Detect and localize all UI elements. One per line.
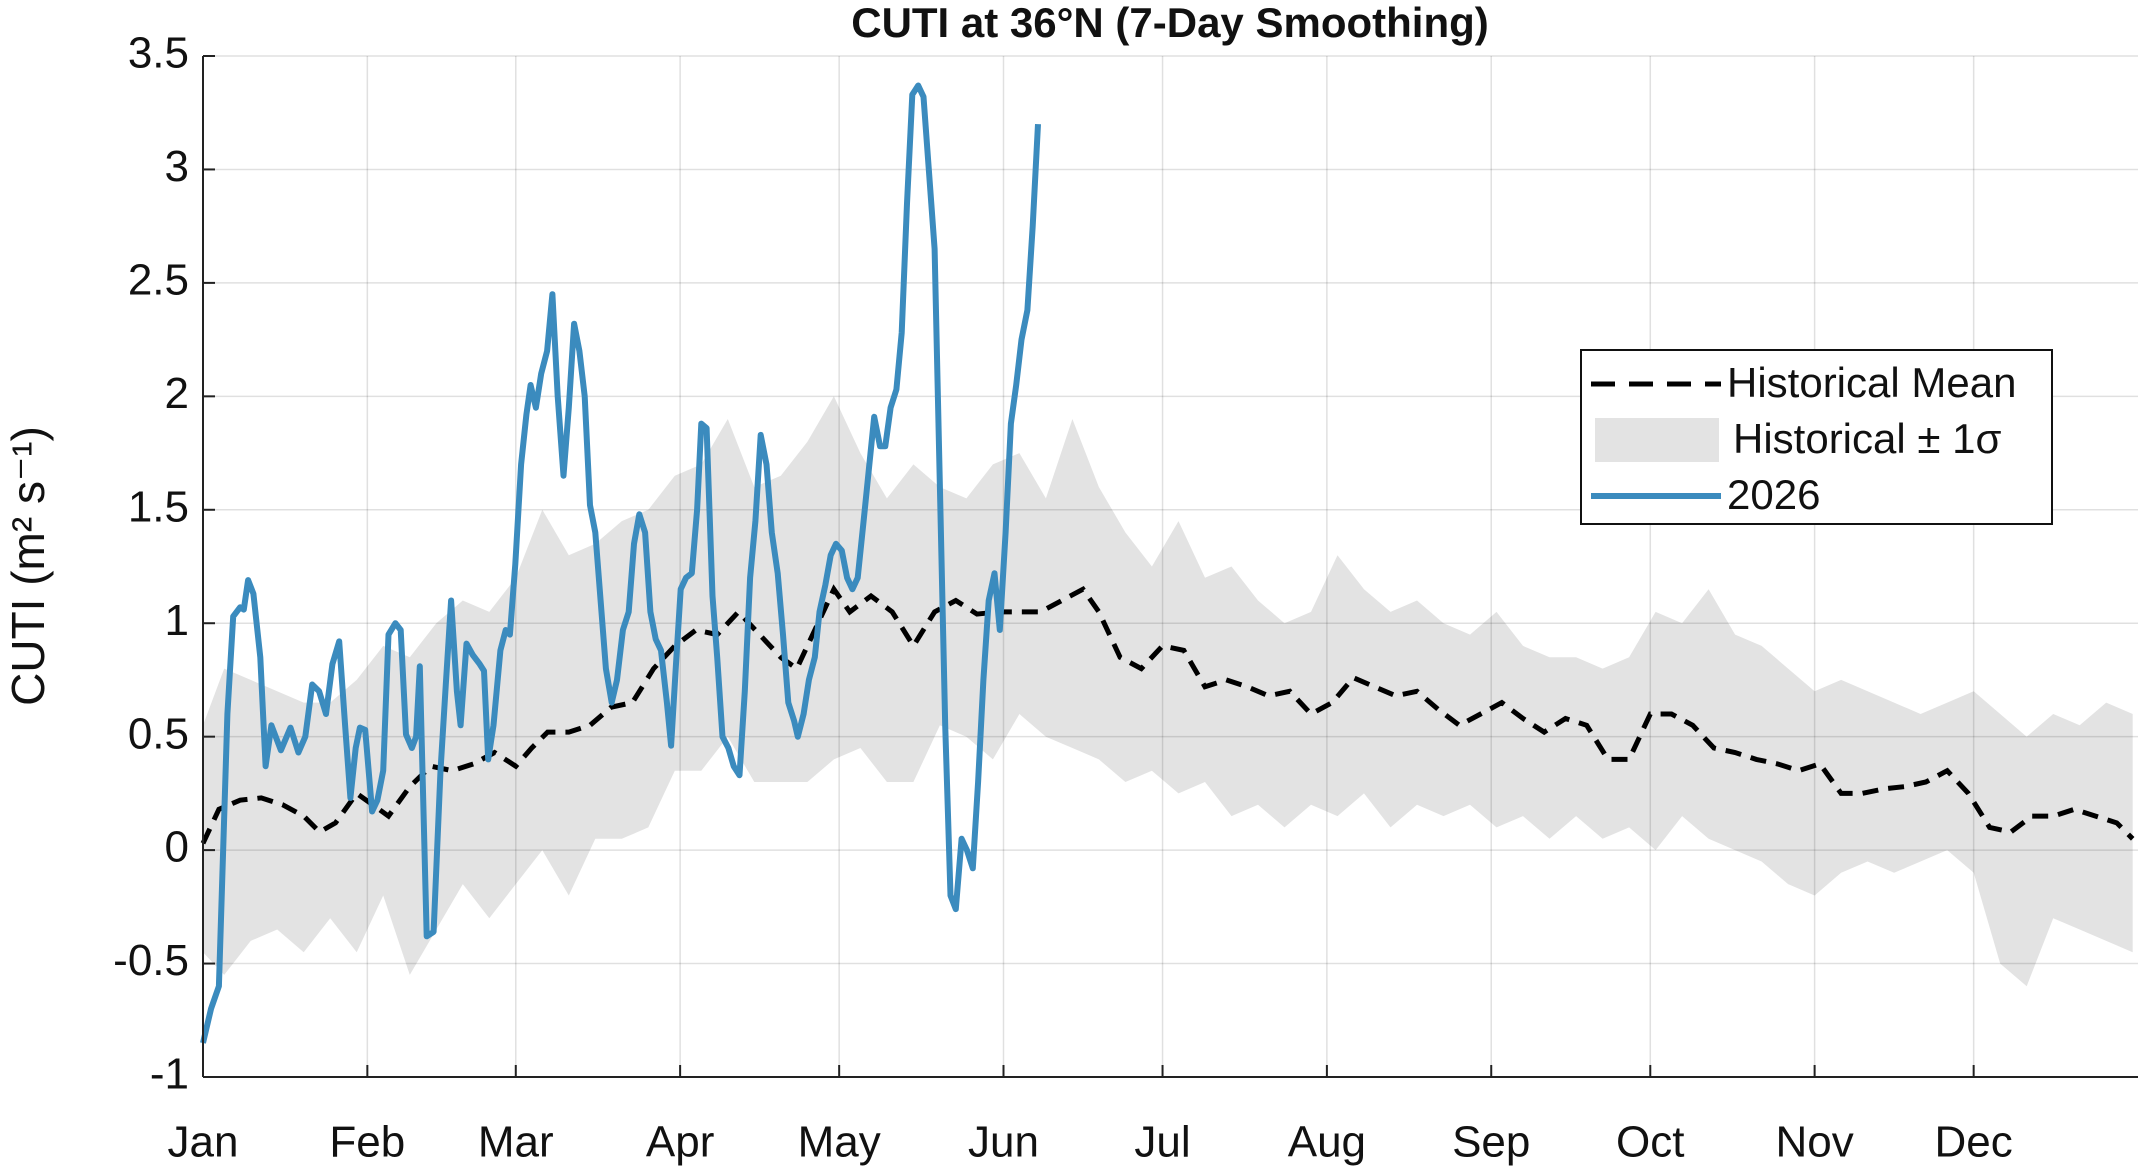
y-tick-label: 2.5 bbox=[128, 256, 189, 305]
x-tick-label: Oct bbox=[1616, 1118, 1684, 1167]
y-tick-label: 2 bbox=[165, 369, 189, 418]
line-layer bbox=[200, 82, 2135, 1044]
y-axis-label: CUTI (m² s⁻¹) bbox=[2, 426, 54, 706]
x-tick-label: Mar bbox=[478, 1118, 554, 1167]
mean-line bbox=[200, 584, 2135, 845]
legend: Historical Mean Historical ± 1σ 2026 bbox=[1580, 349, 2053, 525]
x-tick-label: Feb bbox=[329, 1118, 405, 1167]
x-tick-label: Apr bbox=[646, 1118, 714, 1167]
y-tick-label: 0.5 bbox=[128, 709, 189, 758]
y-tick-label: 0 bbox=[165, 823, 189, 872]
x-tick-label: Nov bbox=[1775, 1118, 1853, 1167]
std-band bbox=[203, 396, 2133, 987]
band-layer bbox=[203, 396, 2133, 987]
x-tick-label: Sep bbox=[1452, 1118, 1530, 1167]
y-tick-label: -0.5 bbox=[113, 936, 189, 985]
series-line bbox=[200, 82, 1041, 1044]
x-tick-label: May bbox=[798, 1118, 881, 1167]
chart-title: CUTI at 36°N (7-Day Smoothing) bbox=[851, 0, 1489, 46]
legend-label: Historical ± 1σ bbox=[1733, 415, 2001, 462]
x-tick-label: Dec bbox=[1935, 1118, 2013, 1167]
x-tick-label: Jul bbox=[1134, 1118, 1190, 1167]
x-tick-label: Jan bbox=[168, 1118, 239, 1167]
y-tick-label: -1 bbox=[150, 1050, 189, 1099]
legend-swatch bbox=[1595, 418, 1719, 462]
y-tick-label: 1 bbox=[165, 596, 189, 645]
legend-label: 2026 bbox=[1727, 471, 1820, 518]
y-tick-label: 1.5 bbox=[128, 482, 189, 531]
x-tick-label: Jun bbox=[968, 1118, 1039, 1167]
y-tick-label: 3.5 bbox=[128, 29, 189, 78]
x-tick-label: Aug bbox=[1288, 1118, 1366, 1167]
y-tick-label: 3 bbox=[165, 142, 189, 191]
legend-label: Historical Mean bbox=[1727, 359, 2016, 406]
